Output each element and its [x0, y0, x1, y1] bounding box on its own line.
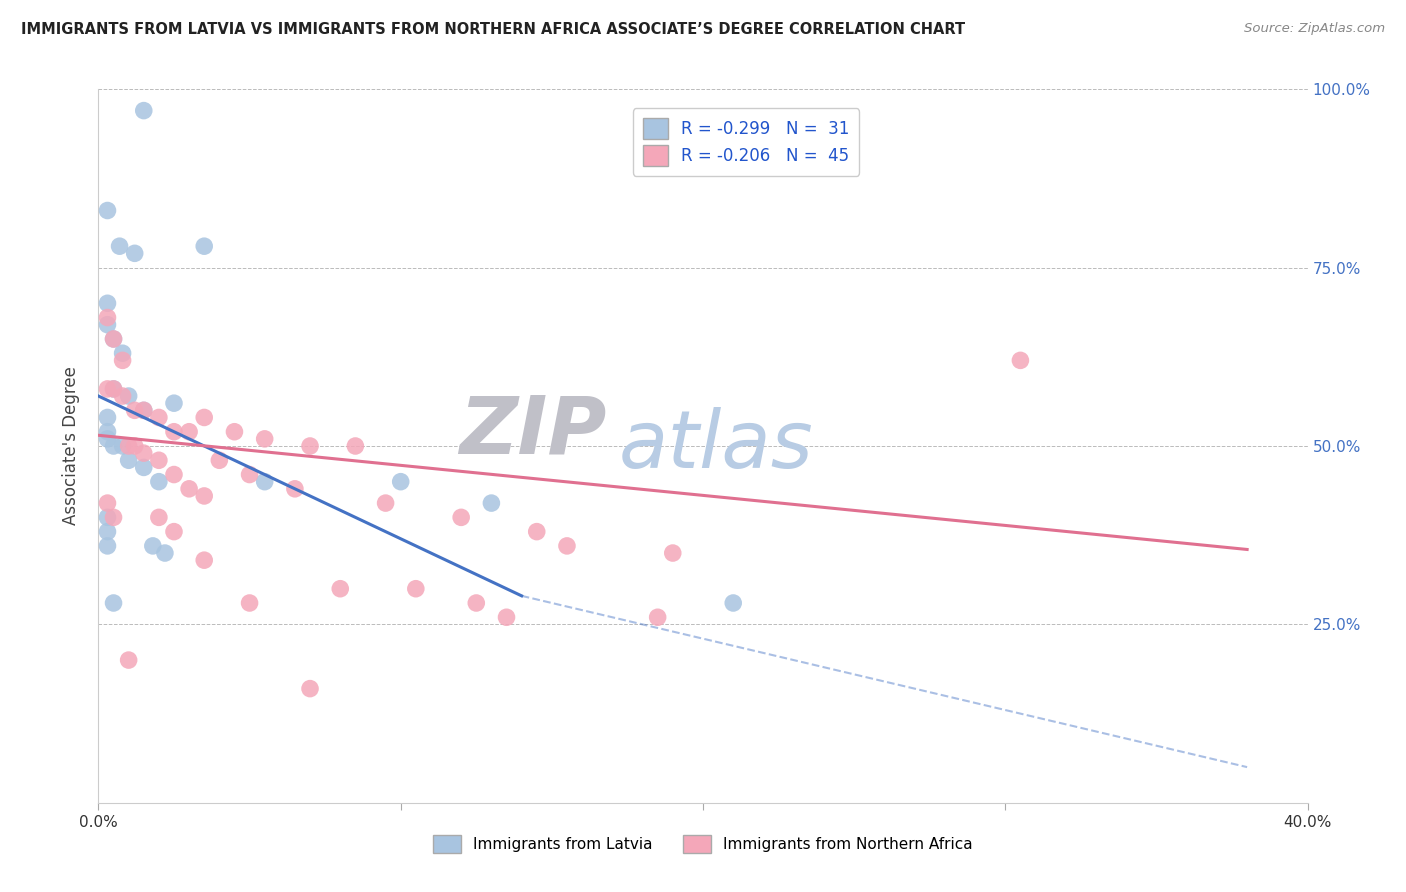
Text: ZIP: ZIP: [458, 392, 606, 471]
Y-axis label: Associate's Degree: Associate's Degree: [62, 367, 80, 525]
Point: [179, 482, 201, 496]
Point: [132, 103, 155, 118]
Legend: Immigrants from Latvia, Immigrants from Northern Africa: Immigrants from Latvia, Immigrants from …: [427, 829, 979, 859]
Point: [299, 681, 322, 696]
Point: [224, 425, 246, 439]
Point: [96, 296, 118, 310]
Point: [103, 382, 125, 396]
Text: IMMIGRANTS FROM LATVIA VS IMMIGRANTS FROM NORTHERN AFRICA ASSOCIATE’S DEGREE COR: IMMIGRANTS FROM LATVIA VS IMMIGRANTS FRO…: [21, 22, 965, 37]
Point: [239, 596, 262, 610]
Point: [299, 439, 322, 453]
Point: [96, 410, 118, 425]
Point: [103, 510, 125, 524]
Point: [132, 403, 155, 417]
Point: [132, 446, 155, 460]
Point: [96, 203, 118, 218]
Point: [148, 410, 170, 425]
Point: [253, 475, 276, 489]
Point: [193, 410, 215, 425]
Point: [103, 382, 125, 396]
Point: [96, 310, 118, 325]
Point: [96, 539, 118, 553]
Point: [124, 439, 146, 453]
Point: [193, 239, 215, 253]
Point: [96, 382, 118, 396]
Point: [555, 539, 578, 553]
Point: [103, 332, 125, 346]
Point: [111, 439, 134, 453]
Point: [142, 539, 165, 553]
Text: Source: ZipAtlas.com: Source: ZipAtlas.com: [1244, 22, 1385, 36]
Point: [96, 432, 118, 446]
Point: [208, 453, 231, 467]
Point: [96, 510, 118, 524]
Point: [163, 396, 186, 410]
Point: [124, 246, 146, 260]
Point: [163, 467, 186, 482]
Point: [495, 610, 517, 624]
Point: [465, 596, 488, 610]
Point: [329, 582, 352, 596]
Point: [96, 496, 118, 510]
Point: [118, 389, 141, 403]
Point: [96, 524, 118, 539]
Point: [108, 239, 131, 253]
Point: [96, 425, 118, 439]
Point: [103, 332, 125, 346]
Point: [193, 553, 215, 567]
Text: atlas: atlas: [619, 407, 813, 485]
Point: [179, 425, 201, 439]
Point: [284, 482, 307, 496]
Point: [647, 610, 669, 624]
Point: [148, 510, 170, 524]
Point: [193, 489, 215, 503]
Point: [344, 439, 367, 453]
Point: [111, 389, 134, 403]
Point: [253, 432, 276, 446]
Point: [526, 524, 548, 539]
Point: [163, 425, 186, 439]
Point: [661, 546, 683, 560]
Point: [153, 546, 176, 560]
Point: [374, 496, 396, 510]
Point: [239, 467, 262, 482]
Point: [103, 596, 125, 610]
Point: [132, 403, 155, 417]
Point: [723, 596, 745, 610]
Point: [450, 510, 472, 524]
Point: [389, 475, 412, 489]
Point: [163, 524, 186, 539]
Point: [405, 582, 427, 596]
Point: [124, 403, 146, 417]
Point: [148, 453, 170, 467]
Point: [118, 453, 141, 467]
Point: [148, 475, 170, 489]
Point: [111, 346, 134, 360]
Point: [118, 653, 141, 667]
Point: [103, 439, 125, 453]
Point: [96, 318, 118, 332]
Point: [1010, 353, 1032, 368]
Point: [481, 496, 503, 510]
Point: [132, 460, 155, 475]
Point: [118, 439, 141, 453]
Point: [111, 353, 134, 368]
